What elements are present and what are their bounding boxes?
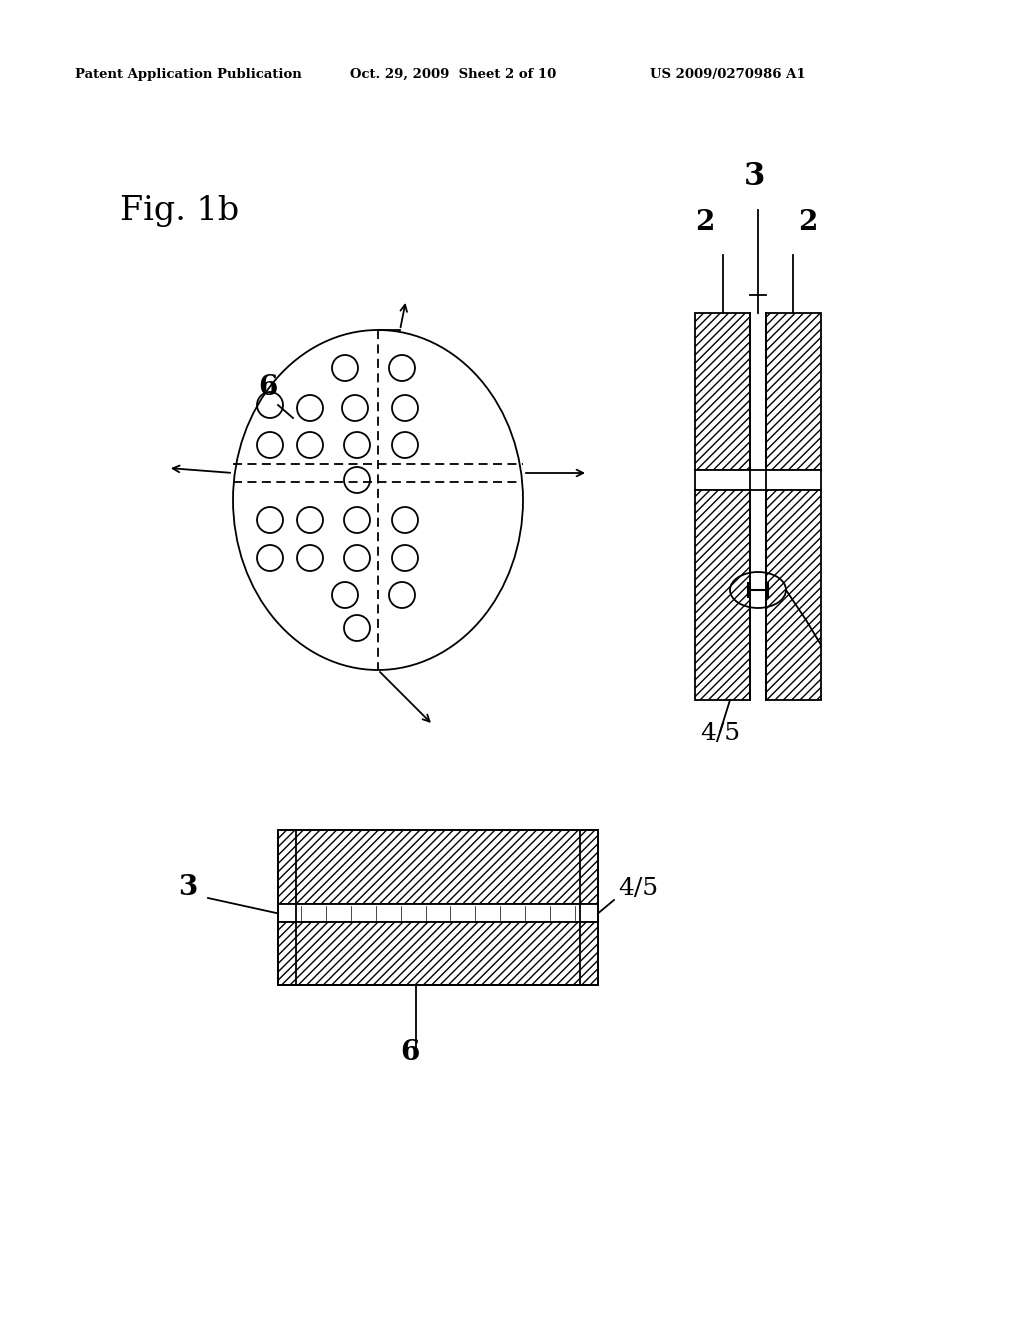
Bar [278, 830, 598, 985]
Bar [695, 490, 750, 700]
Bar [278, 923, 598, 985]
Text: 2: 2 [798, 209, 817, 236]
Bar [278, 830, 598, 904]
Text: Patent Application Publication: Patent Application Publication [75, 69, 302, 81]
Text: Oct. 29, 2009  Sheet 2 of 10: Oct. 29, 2009 Sheet 2 of 10 [350, 69, 556, 81]
Text: 4/5: 4/5 [700, 722, 740, 744]
Text: US 2009/0270986 A1: US 2009/0270986 A1 [650, 69, 806, 81]
Text: 4/5: 4/5 [618, 876, 658, 900]
Bar [278, 904, 598, 923]
Text: 3: 3 [744, 161, 765, 191]
Text: Fig. 1b: Fig. 1b [120, 195, 240, 227]
Text: 6: 6 [258, 374, 278, 401]
Bar [695, 313, 750, 470]
Text: 2: 2 [695, 209, 715, 236]
Bar [766, 490, 821, 700]
Bar [695, 470, 821, 490]
Text: 6: 6 [400, 1039, 420, 1067]
Bar [766, 313, 821, 470]
Text: 3: 3 [178, 874, 198, 902]
